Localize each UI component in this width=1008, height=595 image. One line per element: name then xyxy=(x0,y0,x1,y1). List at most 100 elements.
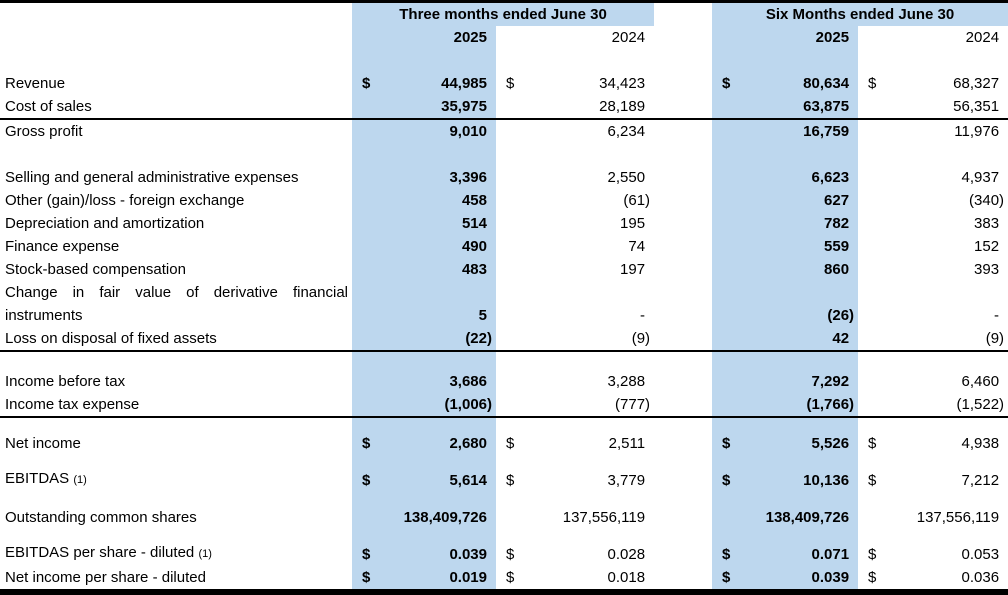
currency-cell: $ xyxy=(712,469,739,492)
table-row-net-income-per-share: Net income per share - diluted $ 0.019 $… xyxy=(0,566,1008,592)
currency-cell xyxy=(712,327,739,352)
value-cell: 483 xyxy=(378,258,496,281)
column-gap xyxy=(654,351,712,370)
currency-cell xyxy=(352,258,378,281)
value-cell: 16,759 xyxy=(738,119,859,143)
table-row-ebitdas-per-share: EBITDAS per share - diluted (1) $ 0.039 … xyxy=(0,543,1008,566)
value-cell: 68,327 xyxy=(953,75,1000,92)
table-row-revenue: Revenue $ 44,985 $ 34,423 $ 80,634 $ 68,… xyxy=(0,72,1008,95)
row-label: Change in fair value of derivative finan… xyxy=(5,284,348,301)
value-cell: 6,234 xyxy=(607,123,646,140)
currency-cell xyxy=(712,95,739,120)
currency-cell xyxy=(352,189,378,212)
currency-cell xyxy=(858,95,889,120)
currency-cell xyxy=(352,235,378,258)
spacer-cell xyxy=(496,26,526,49)
currency-cell xyxy=(496,235,526,258)
value-cell: (9) xyxy=(526,327,655,352)
table-row-derivative-line2: instruments 5 - (26) - xyxy=(0,304,1008,327)
currency-cell xyxy=(712,393,739,418)
value-cell: 559 xyxy=(738,235,859,258)
table-row-income-tax: Income tax expense (1,006) (777) (1,766)… xyxy=(0,393,1008,418)
table-row-fx: Other (gain)/loss - foreign exchange 458… xyxy=(0,189,1008,212)
currency-cell xyxy=(858,327,889,352)
currency-cell: $ xyxy=(506,546,515,563)
currency-cell xyxy=(858,166,888,189)
value-cell: 514 xyxy=(378,212,496,235)
currency-cell xyxy=(858,304,888,327)
value-cell: 6,460 xyxy=(961,373,1000,390)
footnote-ref: (1) xyxy=(198,548,212,560)
row-label: Finance expense xyxy=(5,238,120,255)
spacer-cell xyxy=(352,26,378,49)
row-label: Income tax expense xyxy=(0,393,352,418)
value-cell: 74 xyxy=(628,238,646,255)
currency-cell xyxy=(496,304,526,327)
currency-cell: $ xyxy=(506,435,515,452)
spacer-cell xyxy=(712,492,859,506)
column-gap xyxy=(654,417,712,432)
value-cell: 11,976 xyxy=(954,123,1000,140)
currency-cell xyxy=(496,95,526,120)
currency-cell xyxy=(858,393,889,418)
spacer-cell xyxy=(496,455,654,469)
value-cell: 137,556,119 xyxy=(562,509,646,526)
currency-cell: $ xyxy=(868,472,877,489)
currency-cell xyxy=(712,166,739,189)
currency-cell xyxy=(712,258,739,281)
spacer-cell xyxy=(352,492,496,506)
value-cell: (26) xyxy=(738,304,859,327)
column-gap xyxy=(654,166,712,189)
value-cell: 4,937 xyxy=(961,169,1000,186)
currency-cell: $ xyxy=(868,546,877,563)
value-cell: 3,396 xyxy=(378,166,496,189)
currency-cell xyxy=(858,189,888,212)
value-cell: 10,136 xyxy=(738,469,859,492)
currency-cell xyxy=(496,370,526,393)
row-label: Stock-based compensation xyxy=(5,261,186,278)
value-cell: 152 xyxy=(974,238,1000,255)
spacer-cell xyxy=(858,351,1008,370)
column-gap xyxy=(654,393,713,418)
currency-cell xyxy=(712,304,739,327)
currency-cell: $ xyxy=(712,543,739,566)
currency-cell xyxy=(712,506,739,529)
column-gap xyxy=(654,492,712,506)
table-row-sga: Selling and general administrative expen… xyxy=(0,166,1008,189)
spacer-cell xyxy=(352,529,496,543)
value-cell: 2,511 xyxy=(608,435,646,452)
currency-cell: $ xyxy=(506,569,515,586)
row-label: Other (gain)/loss - foreign exchange xyxy=(5,192,245,209)
currency-cell xyxy=(858,212,888,235)
column-gap xyxy=(654,119,712,143)
value-cell: 4,938 xyxy=(961,435,1000,452)
currency-cell xyxy=(496,327,526,352)
value-cell: 34,423 xyxy=(599,75,646,92)
value-cell: 2,680 xyxy=(378,432,496,455)
spacer-cell xyxy=(858,49,1008,72)
column-gap xyxy=(654,455,712,469)
spacer-cell xyxy=(496,143,654,166)
currency-cell xyxy=(858,506,888,529)
value-cell: 3,288 xyxy=(607,373,646,390)
currency-cell: $ xyxy=(712,432,739,455)
currency-cell xyxy=(496,258,526,281)
spacer-cell xyxy=(0,529,352,543)
spacer-cell xyxy=(352,417,496,432)
spacer-row xyxy=(0,417,1008,432)
table-row-disposal: Loss on disposal of fixed assets (22) (9… xyxy=(0,327,1008,352)
currency-cell xyxy=(352,370,378,393)
value-cell: 138,409,726 xyxy=(738,506,859,529)
currency-cell: $ xyxy=(868,569,877,586)
spacer-row xyxy=(0,49,1008,72)
corner-cell xyxy=(0,2,352,27)
spacer-cell xyxy=(0,26,352,49)
spacer-cell xyxy=(858,455,1008,469)
spacer-row xyxy=(0,143,1008,166)
value-cell: 5 xyxy=(378,304,496,327)
table-row-derivative-line1: Change in fair value of derivative finan… xyxy=(0,281,1008,304)
column-gap xyxy=(654,26,712,49)
column-gap xyxy=(654,506,712,529)
value-cell: 0.039 xyxy=(738,566,859,592)
